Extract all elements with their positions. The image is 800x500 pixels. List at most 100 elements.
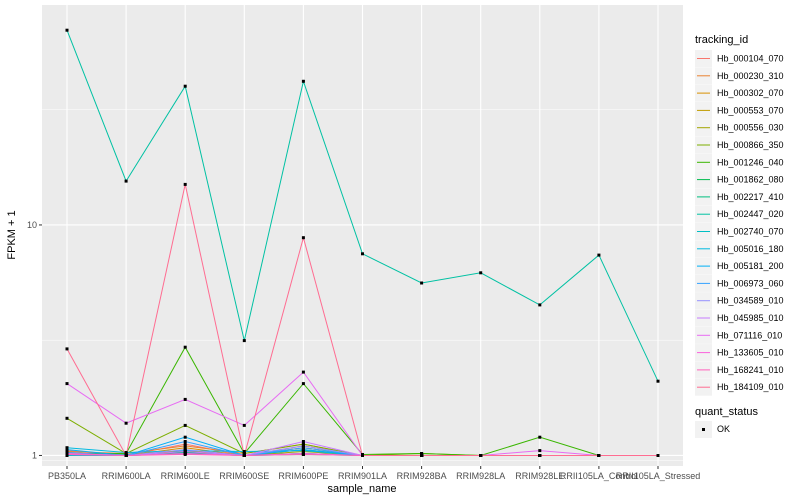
data-point [183, 182, 187, 186]
data-point [65, 416, 69, 420]
legend-label: Hb_000556_030 [717, 123, 784, 133]
data-point [301, 370, 305, 374]
data-point [301, 442, 305, 446]
legend-label: Hb_034589_010 [717, 296, 784, 306]
x-tick-label: RRIM600LE [161, 471, 210, 481]
data-point [420, 452, 424, 455]
legend-label: Hb_045985_010 [717, 313, 784, 323]
data-point [597, 253, 601, 257]
x-axis-title: sample_name [327, 483, 396, 495]
data-point [301, 446, 305, 450]
x-tick-label: RRIM928LA [456, 471, 505, 481]
y-tick-label: 10 [27, 220, 37, 230]
data-point [656, 379, 660, 383]
legend-label: Hb_001246_040 [717, 157, 784, 167]
legend-label: Hb_002740_070 [717, 227, 784, 237]
data-point [183, 448, 187, 452]
data-point [656, 454, 660, 457]
legend-label: Hb_002217_410 [717, 192, 784, 202]
data-point [301, 382, 305, 386]
data-point [242, 450, 246, 453]
data-point [538, 435, 542, 439]
x-axis: PB350LA RRIM600LA RRIM600LE RRIM600SE RRIM60… [48, 466, 700, 481]
x-tick-label: PB350LA [48, 471, 86, 481]
data-point [361, 252, 364, 256]
data-point [420, 281, 424, 285]
data-point [183, 450, 187, 453]
data-point [183, 446, 187, 450]
legend-label: Hb_000553_070 [717, 105, 784, 115]
data-point [183, 440, 187, 443]
x-tick-label: RRIM600PE [278, 471, 328, 481]
data-point [65, 382, 69, 386]
data-point [597, 454, 601, 457]
marker-legend-square-icon [702, 428, 705, 431]
legend: tracking_id Hb_000104_070Hb_000230_310Hb… [695, 34, 784, 438]
data-point [124, 454, 128, 457]
data-point [479, 271, 483, 275]
data-point [183, 345, 187, 349]
data-point [420, 454, 424, 457]
y-tick-label: 1 [32, 450, 37, 460]
data-point [183, 442, 187, 446]
y-axis: 1 10 [27, 220, 42, 460]
data-point [479, 454, 483, 457]
data-point [183, 84, 187, 88]
x-tick-label: RRIM928LE [515, 471, 564, 481]
data-point [242, 454, 246, 457]
x-tick-label: RRIM600LA [102, 471, 151, 481]
data-point [301, 79, 305, 83]
data-point [183, 435, 187, 439]
data-point [242, 452, 246, 455]
legend-label: Hb_168241_010 [717, 365, 784, 375]
data-point [301, 453, 305, 456]
x-tick-label: RRIM901LA [338, 471, 387, 481]
data-point [65, 453, 69, 456]
legend-title: tracking_id [695, 34, 748, 46]
legend-label: Hb_005181_200 [717, 261, 784, 271]
legend-label: Hb_006973_060 [717, 278, 784, 288]
data-point [301, 448, 305, 452]
legend-label: Hb_005016_180 [717, 244, 784, 254]
data-point [301, 440, 305, 443]
legend-label: Hb_184109_010 [717, 382, 784, 392]
data-point [242, 423, 246, 427]
legend-label: Hb_071116_010 [717, 330, 782, 340]
data-point [538, 449, 542, 453]
data-point [65, 446, 69, 450]
legend-label: Hb_000302_070 [717, 88, 784, 98]
data-point [242, 339, 246, 343]
legend-label: Hb_000230_310 [717, 71, 784, 81]
data-point [65, 347, 69, 351]
data-point [301, 444, 305, 448]
legend-label: Hb_000866_350 [717, 140, 784, 150]
legend-items: Hb_000104_070 Hb_000230_310 Hb_000302_070 H… [695, 50, 784, 396]
grid-lines [42, 5, 683, 466]
data-point [124, 451, 128, 454]
x-tick-label: RRII105LA_Control [560, 471, 638, 481]
data-point [538, 303, 542, 307]
legend-label: Hb_001862_080 [717, 175, 784, 185]
y-axis-title: FPKM + 1 [6, 210, 18, 259]
data-point [65, 28, 69, 32]
legend-label: Hb_133605_010 [717, 348, 784, 358]
data-points [65, 28, 660, 457]
x-tick-label: RRIM928BA [397, 471, 447, 481]
data-point [361, 454, 364, 457]
legend-label: Hb_002447_020 [717, 209, 784, 219]
data-point [183, 423, 187, 427]
data-point [65, 448, 69, 452]
data-point [124, 421, 128, 425]
data-point [183, 453, 187, 456]
data-point [183, 397, 187, 401]
marker-legend-label: OK [717, 424, 730, 434]
marker-legend-title: quant_status [695, 406, 758, 418]
data-point [183, 444, 187, 448]
data-point [301, 236, 305, 240]
data-point [538, 454, 542, 457]
data-point [124, 179, 128, 183]
x-tick-label: RRIM600SE [219, 471, 269, 481]
x-tick-label: RRII105LA_Stressed [616, 471, 701, 481]
legend-label: Hb_000104_070 [717, 54, 784, 64]
